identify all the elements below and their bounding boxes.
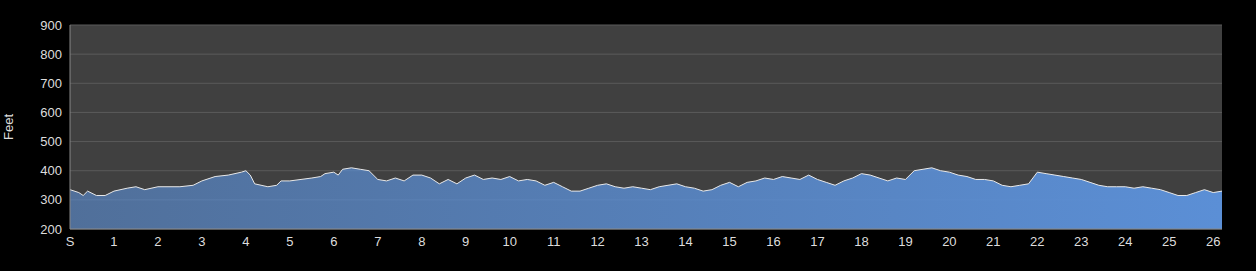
svg-text:6: 6 <box>330 234 337 249</box>
svg-text:20: 20 <box>942 234 956 249</box>
svg-text:10: 10 <box>502 234 516 249</box>
svg-text:22: 22 <box>1030 234 1044 249</box>
svg-text:800: 800 <box>40 47 62 62</box>
svg-text:19: 19 <box>898 234 912 249</box>
svg-text:17: 17 <box>810 234 824 249</box>
svg-text:13: 13 <box>634 234 648 249</box>
svg-text:7: 7 <box>374 234 381 249</box>
svg-text:23: 23 <box>1074 234 1088 249</box>
svg-text:11: 11 <box>547 234 561 249</box>
svg-text:8: 8 <box>418 234 425 249</box>
svg-text:18: 18 <box>854 234 868 249</box>
svg-text:5: 5 <box>286 234 293 249</box>
svg-text:300: 300 <box>40 192 62 207</box>
svg-text:3: 3 <box>198 234 205 249</box>
svg-text:900: 900 <box>40 18 62 33</box>
svg-text:4: 4 <box>242 234 249 249</box>
svg-text:15: 15 <box>722 234 736 249</box>
svg-text:21: 21 <box>986 234 1000 249</box>
svg-text:25: 25 <box>1162 234 1176 249</box>
svg-text:16: 16 <box>766 234 780 249</box>
svg-text:200: 200 <box>40 222 62 237</box>
svg-text:600: 600 <box>40 105 62 120</box>
svg-text:12: 12 <box>590 234 604 249</box>
svg-text:2: 2 <box>154 234 161 249</box>
svg-text:26: 26 <box>1206 234 1220 249</box>
svg-text:9: 9 <box>462 234 469 249</box>
svg-text:500: 500 <box>40 134 62 149</box>
svg-text:24: 24 <box>1118 234 1132 249</box>
svg-text:700: 700 <box>40 76 62 91</box>
svg-text:1: 1 <box>110 234 117 249</box>
svg-text:14: 14 <box>678 234 692 249</box>
svg-text:400: 400 <box>40 163 62 178</box>
svg-text:Feet: Feet <box>8 114 16 140</box>
svg-text:S: S <box>66 234 75 249</box>
